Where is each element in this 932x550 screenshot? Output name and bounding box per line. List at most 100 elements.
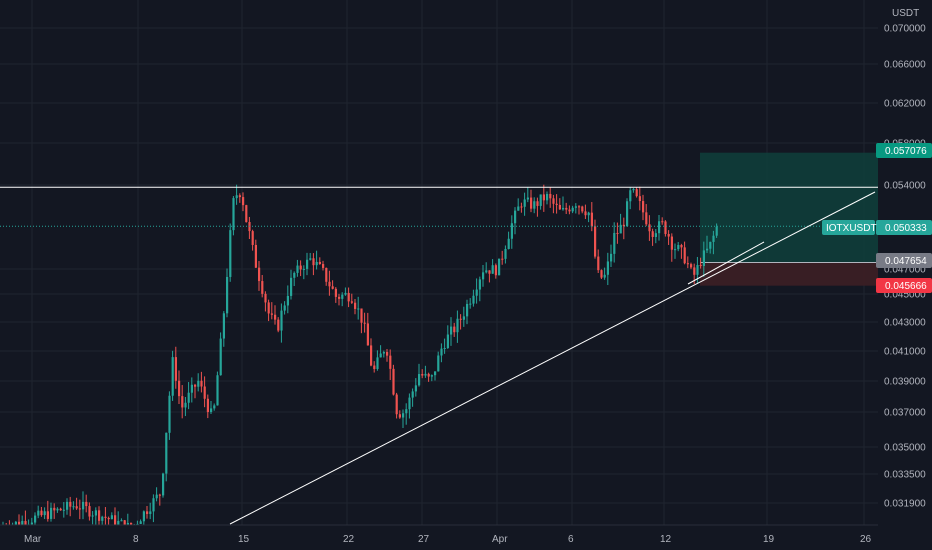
time-axis[interactable]: Mar 8 15 22 27 Apr 6 12 19 26 <box>0 524 932 550</box>
candle-body <box>226 276 229 314</box>
candle-body <box>533 201 536 209</box>
candle-body <box>139 521 142 524</box>
candle-body <box>539 194 542 206</box>
short-trendline[interactable] <box>687 241 765 285</box>
price-axis[interactable]: USDT 0.031900 0.033500 0.035000 0.037000 0.0… <box>876 0 932 525</box>
x-tick-26: 26 <box>860 534 872 545</box>
candle-body <box>290 277 293 296</box>
candle-body <box>91 515 94 517</box>
candle-body <box>43 511 46 516</box>
candle-body <box>686 263 689 265</box>
price-label-entry: 0.047654 <box>876 253 932 268</box>
candle-body <box>645 212 648 225</box>
candle-body <box>280 310 283 331</box>
candle-body <box>600 270 603 278</box>
symbol-badge <box>822 220 875 235</box>
candle-body <box>59 508 62 511</box>
candle-body <box>94 510 97 516</box>
candle-body <box>606 261 609 275</box>
candle-body <box>587 212 590 216</box>
candle-body <box>72 506 75 508</box>
candle-body <box>597 256 600 271</box>
candle-body <box>478 279 481 290</box>
candle-body <box>418 374 421 386</box>
candle-body <box>293 272 296 278</box>
candle-body <box>85 501 88 507</box>
candle-body <box>571 207 574 212</box>
x-tick-22: 22 <box>343 534 355 545</box>
y-tick-label: 0.070000 <box>884 24 926 35</box>
candle-body <box>670 236 673 250</box>
candle-body <box>648 224 651 232</box>
candle-body <box>222 313 225 339</box>
grid <box>0 0 878 525</box>
y-tick-label: 0.031900 <box>884 499 926 510</box>
candle-body <box>171 357 174 396</box>
candle-body <box>283 305 286 311</box>
candle-body <box>75 506 78 509</box>
ascending-trendline[interactable] <box>229 191 876 525</box>
y-tick-label: 0.039000 <box>884 377 926 388</box>
candle-body <box>466 303 469 317</box>
loss-zone[interactable] <box>700 262 878 286</box>
price-label-target: 0.057076 <box>876 143 932 158</box>
candle-body <box>414 385 417 392</box>
candle-body <box>504 249 507 259</box>
profit-zone[interactable] <box>700 152 878 263</box>
candle-body <box>354 302 357 309</box>
candle-body <box>158 494 161 496</box>
candle-body <box>674 249 677 251</box>
candle-body <box>194 384 197 387</box>
candle-body <box>114 515 117 525</box>
drawings[interactable] <box>0 186 878 525</box>
y-tick-label: 0.043000 <box>884 318 926 329</box>
candle-body <box>370 345 373 366</box>
candle-body <box>142 511 145 522</box>
candle-body <box>696 265 699 275</box>
candle-body <box>610 253 613 262</box>
candle-body <box>440 348 443 356</box>
y-tick-label: 0.062000 <box>884 99 926 110</box>
candle-body <box>363 322 366 324</box>
stop-price-badge <box>876 278 932 293</box>
candle-body <box>581 206 584 212</box>
candle-body <box>56 508 59 511</box>
candle-body <box>322 264 325 268</box>
candle-body <box>312 258 315 266</box>
candle-body <box>318 261 321 265</box>
candle-body <box>450 326 453 335</box>
candle-body <box>472 295 475 304</box>
candle-body <box>104 516 107 518</box>
candle-body <box>616 232 619 234</box>
candle-body <box>706 248 709 251</box>
candle-body <box>702 250 705 266</box>
candles <box>2 184 718 525</box>
candle-body <box>270 313 273 315</box>
candle-body <box>338 296 341 299</box>
candle-body <box>155 494 158 499</box>
candle-body <box>107 517 110 520</box>
candle-body <box>613 232 616 254</box>
y-tick-label: 0.037000 <box>884 408 926 419</box>
candle-body <box>206 398 209 413</box>
candle-body <box>331 286 334 289</box>
candle-body <box>168 395 171 433</box>
candle-body <box>309 258 312 260</box>
candle-body <box>453 326 456 333</box>
candle-body <box>712 235 715 242</box>
position-tool[interactable] <box>700 152 878 286</box>
candle-body <box>552 198 555 204</box>
candle-body <box>229 230 232 277</box>
candle-body <box>386 352 389 356</box>
candle-body <box>664 221 667 234</box>
candle-body <box>427 373 430 377</box>
candle-body <box>578 206 581 208</box>
candle-body <box>50 507 53 519</box>
candle-body <box>82 501 85 510</box>
x-tick-apr: Apr <box>492 534 508 545</box>
candle-body <box>117 520 120 525</box>
candle-body <box>277 319 280 331</box>
candle-body <box>405 409 408 414</box>
candle-body <box>408 397 411 410</box>
